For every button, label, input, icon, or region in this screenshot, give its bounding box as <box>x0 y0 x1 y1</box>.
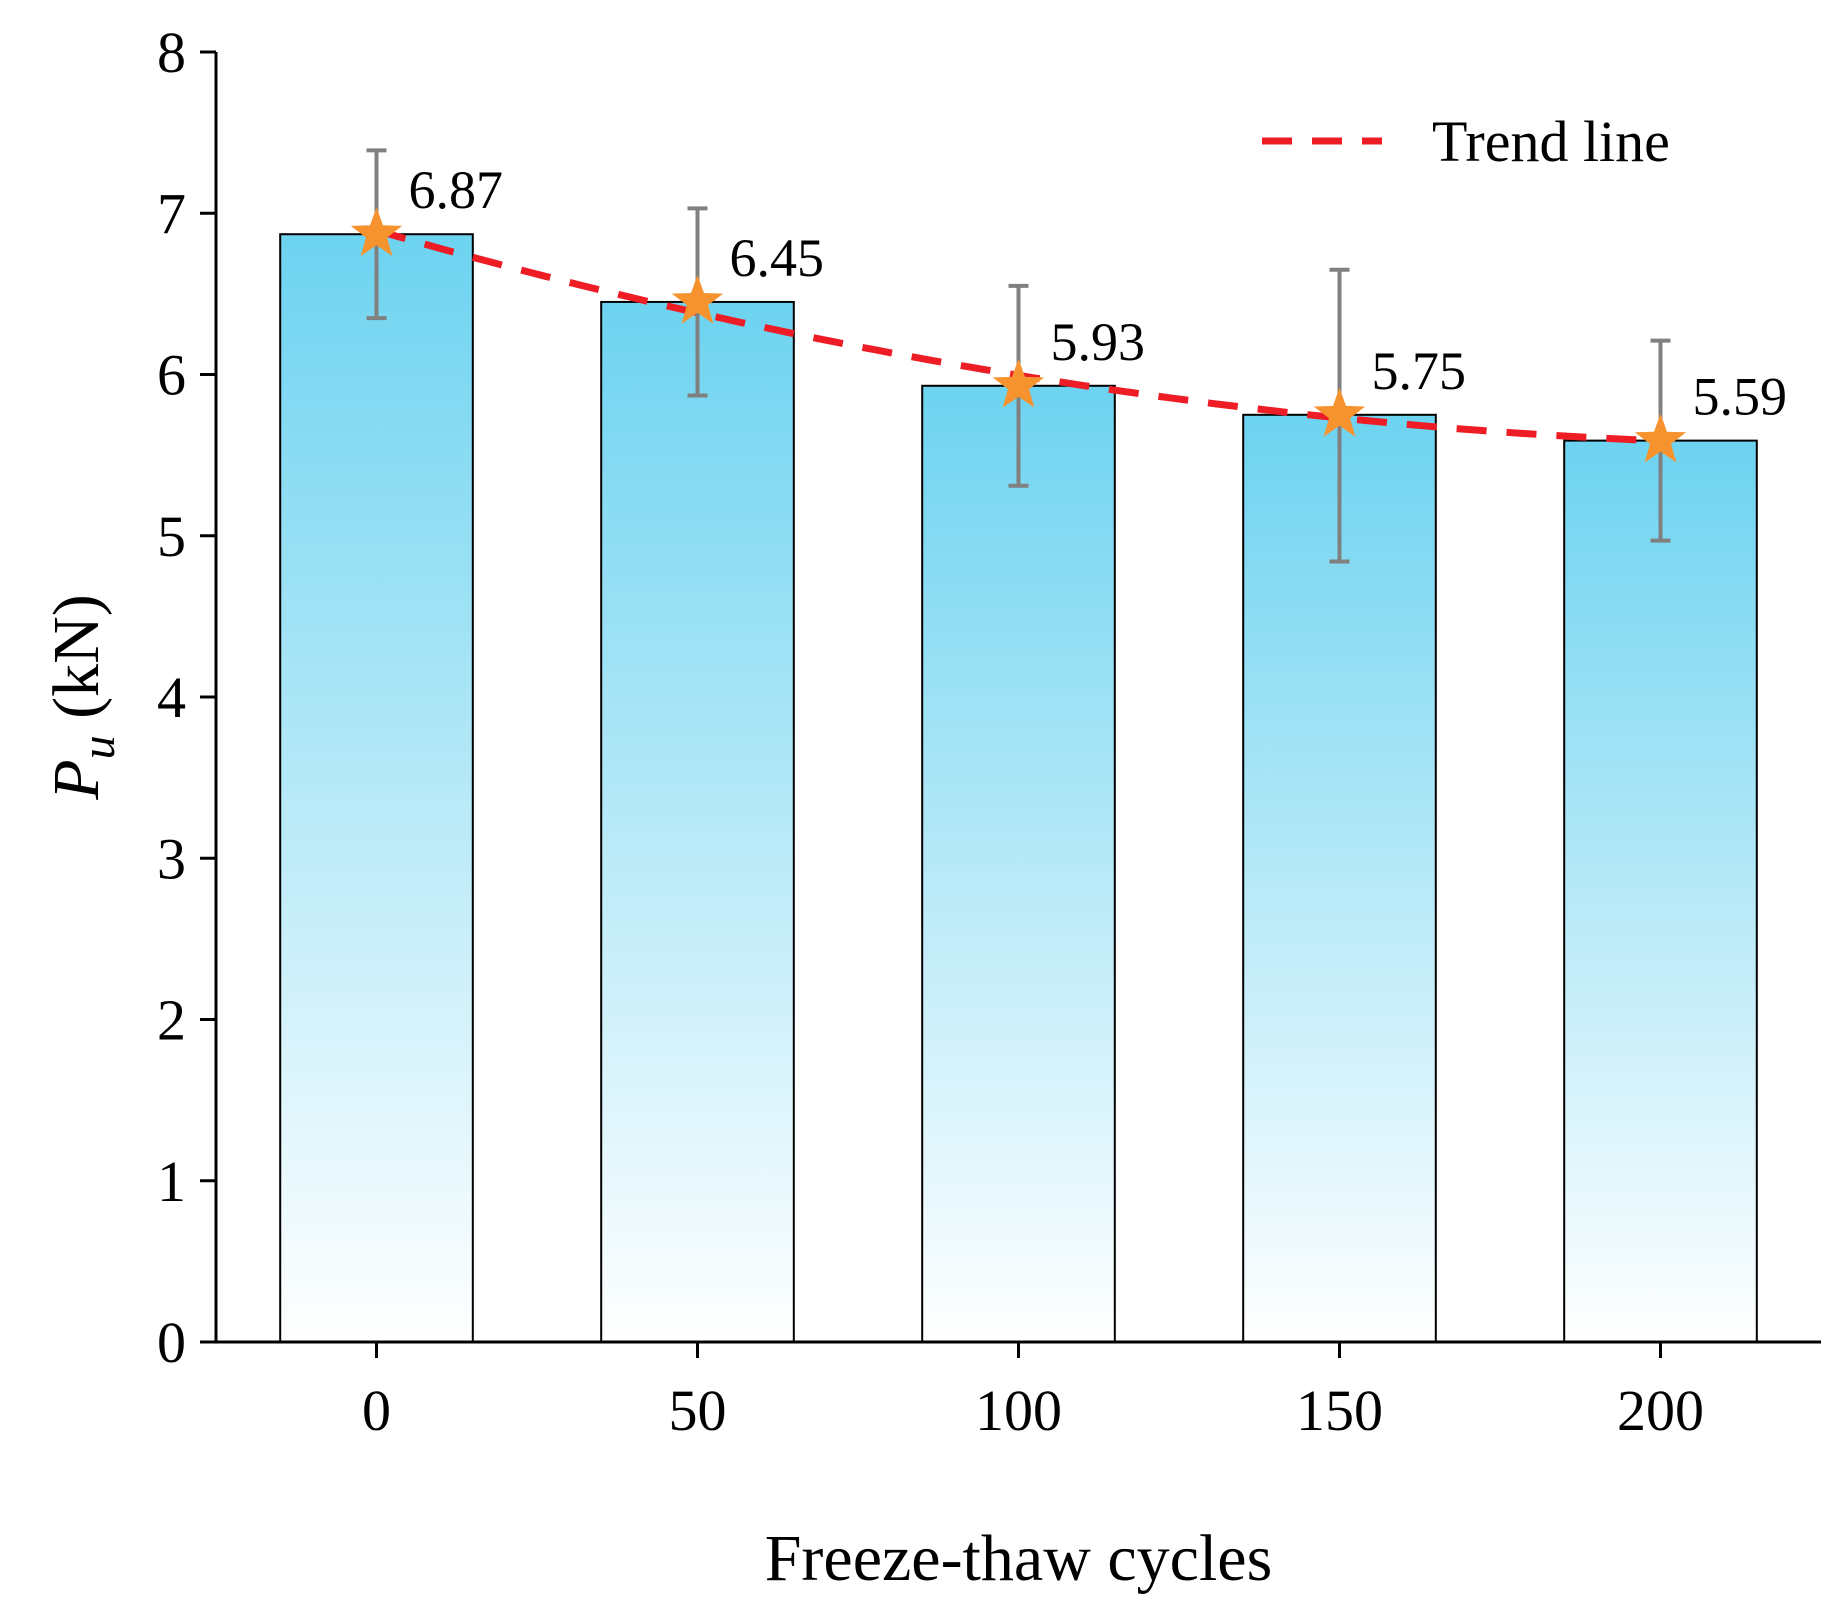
y-tick-label-6: 6 <box>157 343 186 408</box>
star-marker-200 <box>1634 413 1687 463</box>
data-labels-group: 6.87 6.45 5.93 5.75 5.59 <box>409 160 1788 426</box>
bars-group <box>279 233 1758 1344</box>
x-tick-label-100: 100 <box>975 1378 1062 1443</box>
svg-text:Pu (kN): Pu (kN) <box>40 594 125 800</box>
bar-100 <box>921 384 1116 1344</box>
star-marker-100 <box>992 358 1045 408</box>
data-label-200: 5.59 <box>1693 367 1788 427</box>
x-tick-label-0: 0 <box>362 1378 391 1443</box>
y-tick-label-5: 5 <box>157 504 186 569</box>
legend: Trend line <box>1262 109 1670 174</box>
markers-group <box>350 207 1687 463</box>
data-label-150: 5.75 <box>1372 341 1467 401</box>
star-marker-0 <box>350 207 403 257</box>
x-tick-label-150: 150 <box>1296 1378 1383 1443</box>
data-label-50: 6.45 <box>730 228 825 288</box>
bar-150 <box>1242 413 1437 1343</box>
x-tick-label-200: 200 <box>1617 1378 1704 1443</box>
y-tick-label-0: 0 <box>157 1310 186 1375</box>
data-label-0: 6.87 <box>409 160 504 220</box>
bar-0 <box>279 233 474 1343</box>
y-ticks-group: 0 1 2 3 4 5 6 7 8 <box>157 20 216 1375</box>
y-tick-label-7: 7 <box>157 181 186 246</box>
y-tick-label-3: 3 <box>157 826 186 891</box>
star-marker-150 <box>1313 387 1366 437</box>
bar-50 <box>600 300 795 1343</box>
x-ticks-group: 0 50 100 150 200 <box>362 1342 1704 1443</box>
y-tick-label-1: 1 <box>157 1149 186 1214</box>
y-tick-label-2: 2 <box>157 988 186 1053</box>
y-tick-label-4: 4 <box>157 665 186 730</box>
y-axis-title: Pu (kN) <box>40 594 125 800</box>
x-tick-label-50: 50 <box>669 1378 727 1443</box>
x-axis-title: Freeze-thaw cycles <box>765 1522 1273 1595</box>
y-axis-title-unit: (kN) <box>40 594 113 735</box>
data-label-100: 5.93 <box>1051 312 1146 372</box>
legend-trend-line-label: Trend line <box>1432 109 1670 174</box>
y-axis-title-symbol: P <box>40 759 113 800</box>
bar-200 <box>1563 439 1758 1343</box>
y-axis-title-subscript: u <box>72 735 125 759</box>
y-tick-label-8: 8 <box>157 20 186 85</box>
star-marker-50 <box>671 274 724 324</box>
